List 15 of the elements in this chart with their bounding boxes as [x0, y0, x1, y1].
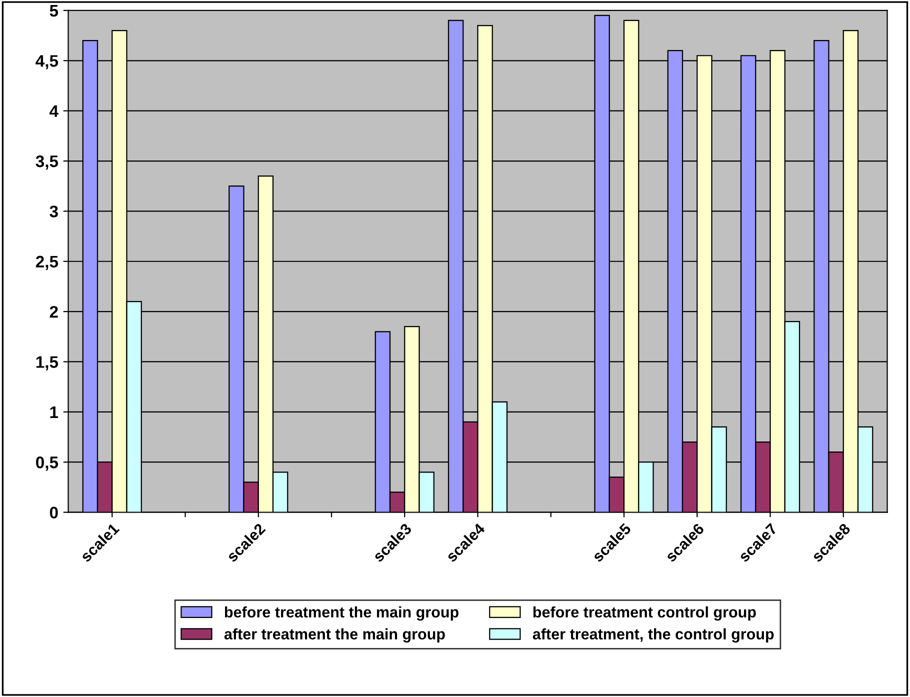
y-tick-label: 3: [50, 206, 58, 218]
legend-label: after treatment the main group: [224, 628, 445, 643]
y-tick-label: 2: [50, 306, 58, 318]
y-tick-label: 1,5: [36, 356, 58, 370]
legend-label: before treatment the main group: [224, 606, 458, 621]
y-tick-label: 5: [50, 5, 58, 17]
y-tick-label: 2,5: [36, 256, 58, 270]
legend-label: before treatment control group: [533, 606, 756, 621]
legend-label: after treatment, the control group: [532, 628, 774, 643]
y-tick-label: 0: [50, 506, 58, 518]
y-tick-label: 4: [50, 105, 58, 117]
y-tick-label: 1: [50, 406, 58, 418]
y-tick-label: 3,5: [36, 155, 58, 170]
y-tick-label: 0,5: [36, 456, 58, 471]
y-tick-label: 4,5: [36, 55, 58, 70]
